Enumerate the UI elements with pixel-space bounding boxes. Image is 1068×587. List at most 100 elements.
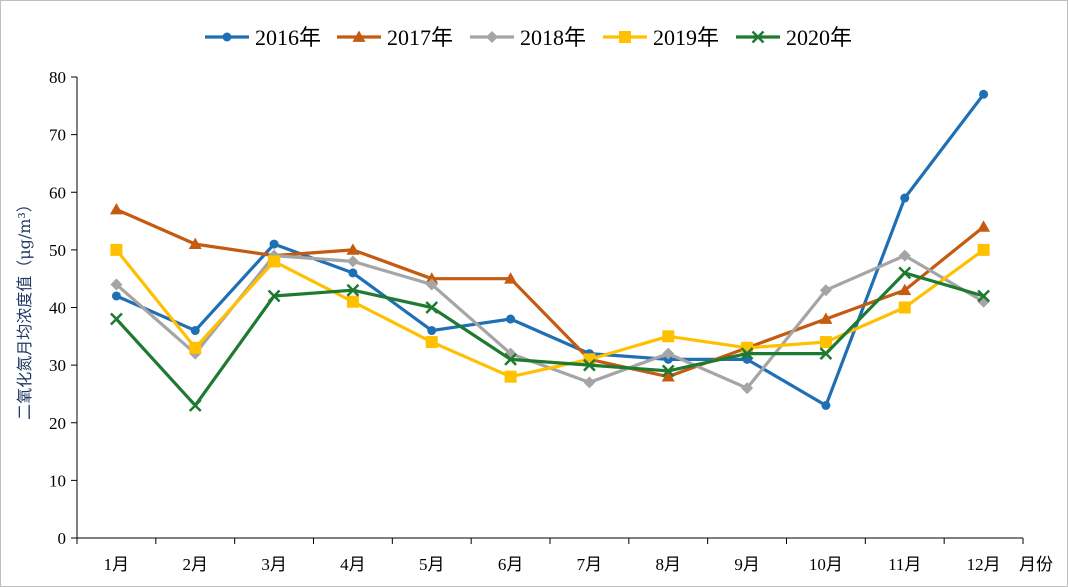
data-point — [662, 347, 675, 360]
data-point — [819, 284, 832, 297]
data-point — [504, 352, 517, 366]
y-axis-title: 二氧化氮月均浓度值（μg/m³） — [15, 196, 34, 420]
series-2019年 — [110, 243, 990, 383]
data-point — [583, 376, 596, 389]
x-tick-label: 9月 — [734, 555, 760, 574]
legend-item: 2019年 — [603, 25, 719, 50]
data-point — [346, 243, 360, 255]
data-point — [504, 370, 517, 383]
y-tick-label: 60 — [49, 183, 66, 202]
x-tick-label: 5月 — [419, 555, 445, 574]
data-point — [110, 278, 123, 291]
series-layer — [109, 89, 991, 412]
data-point — [977, 220, 991, 232]
data-point — [425, 272, 439, 284]
y-tick-label: 20 — [49, 414, 66, 433]
data-point — [741, 382, 754, 395]
data-point — [346, 283, 360, 297]
series-2017年 — [109, 203, 991, 382]
data-point — [425, 301, 439, 314]
data-point — [267, 289, 281, 303]
series-line — [114, 92, 986, 408]
data-point — [662, 330, 675, 343]
data-point — [188, 237, 202, 249]
data-point — [190, 326, 200, 336]
data-point — [819, 336, 832, 349]
x-tick-label: 2月 — [183, 555, 209, 574]
data-point — [900, 193, 910, 203]
data-point — [821, 400, 831, 410]
x-tick-label: 7月 — [577, 555, 603, 574]
series-line — [114, 248, 986, 379]
x-tick-label: 8月 — [656, 555, 682, 574]
data-point — [661, 370, 675, 382]
y-tick-label: 30 — [49, 356, 66, 375]
data-point — [977, 243, 990, 256]
y-tick-label: 50 — [49, 241, 66, 260]
y-tick-label: 10 — [49, 471, 66, 490]
legend-item: 2017年 — [337, 25, 453, 50]
data-point — [110, 312, 123, 326]
data-point — [504, 272, 518, 284]
data-point — [425, 278, 438, 291]
x-tick-label: 1月 — [104, 555, 130, 574]
data-point — [111, 291, 121, 301]
data-point — [979, 89, 989, 99]
data-point — [348, 268, 358, 278]
y-tick-label: 0 — [58, 529, 67, 548]
legend-item: 2020年 — [736, 25, 852, 50]
data-point — [898, 266, 912, 280]
data-point — [109, 203, 123, 215]
data-point — [506, 314, 516, 324]
x-tick-label: 6月 — [498, 555, 524, 574]
data-point — [898, 283, 912, 296]
x-tick-label: 4月 — [340, 555, 366, 574]
data-point — [110, 243, 123, 256]
legend-marker — [222, 32, 232, 42]
data-point — [898, 301, 911, 314]
data-point — [819, 347, 833, 360]
data-point — [189, 341, 202, 354]
data-point — [977, 289, 990, 303]
legend-label: 2018年 — [520, 25, 586, 50]
data-point — [898, 249, 911, 262]
legend-label: 2019年 — [653, 25, 719, 50]
data-point — [740, 347, 754, 360]
legend-item: 2016年 — [205, 25, 321, 50]
series-2020年 — [110, 266, 990, 412]
legend: 2016年 2017年 2018年 2019年 2020年 — [205, 25, 852, 50]
legend-marker — [751, 30, 765, 44]
legend-marker — [619, 31, 631, 43]
legend-item: 2018年 — [470, 25, 586, 50]
legend-label: 2020年 — [786, 25, 852, 50]
legend-marker — [352, 30, 366, 42]
x-tick-label: 11月 — [888, 555, 921, 574]
x-axis-title: 月份 — [1019, 555, 1053, 574]
series-line — [114, 207, 986, 379]
data-point — [268, 255, 281, 268]
x-tick-label: 12月 — [967, 555, 1001, 574]
x-ticks: 1月 2月 3月 4月 5月 6月 7月 8月 9月 10月 11月 12月 — [76, 538, 1024, 574]
data-point — [269, 239, 279, 249]
y-tick-label: 40 — [49, 299, 66, 318]
series-line — [114, 271, 986, 408]
data-point — [583, 358, 596, 372]
y-ticks: 0 10 20 30 40 50 60 70 80 — [49, 68, 77, 548]
data-point — [346, 255, 359, 268]
data-point — [346, 295, 359, 308]
y-tick-label: 70 — [49, 126, 66, 145]
x-tick-label: 3月 — [261, 555, 287, 574]
data-point — [819, 312, 833, 324]
legend-marker — [486, 31, 498, 43]
data-point — [661, 364, 675, 378]
legend-label: 2016年 — [255, 25, 321, 50]
legend-label: 2017年 — [387, 25, 453, 50]
y-tick-label: 80 — [49, 68, 66, 87]
data-point — [188, 399, 202, 412]
data-point — [425, 336, 438, 349]
data-point — [427, 326, 437, 336]
x-tick-label: 10月 — [809, 555, 843, 574]
